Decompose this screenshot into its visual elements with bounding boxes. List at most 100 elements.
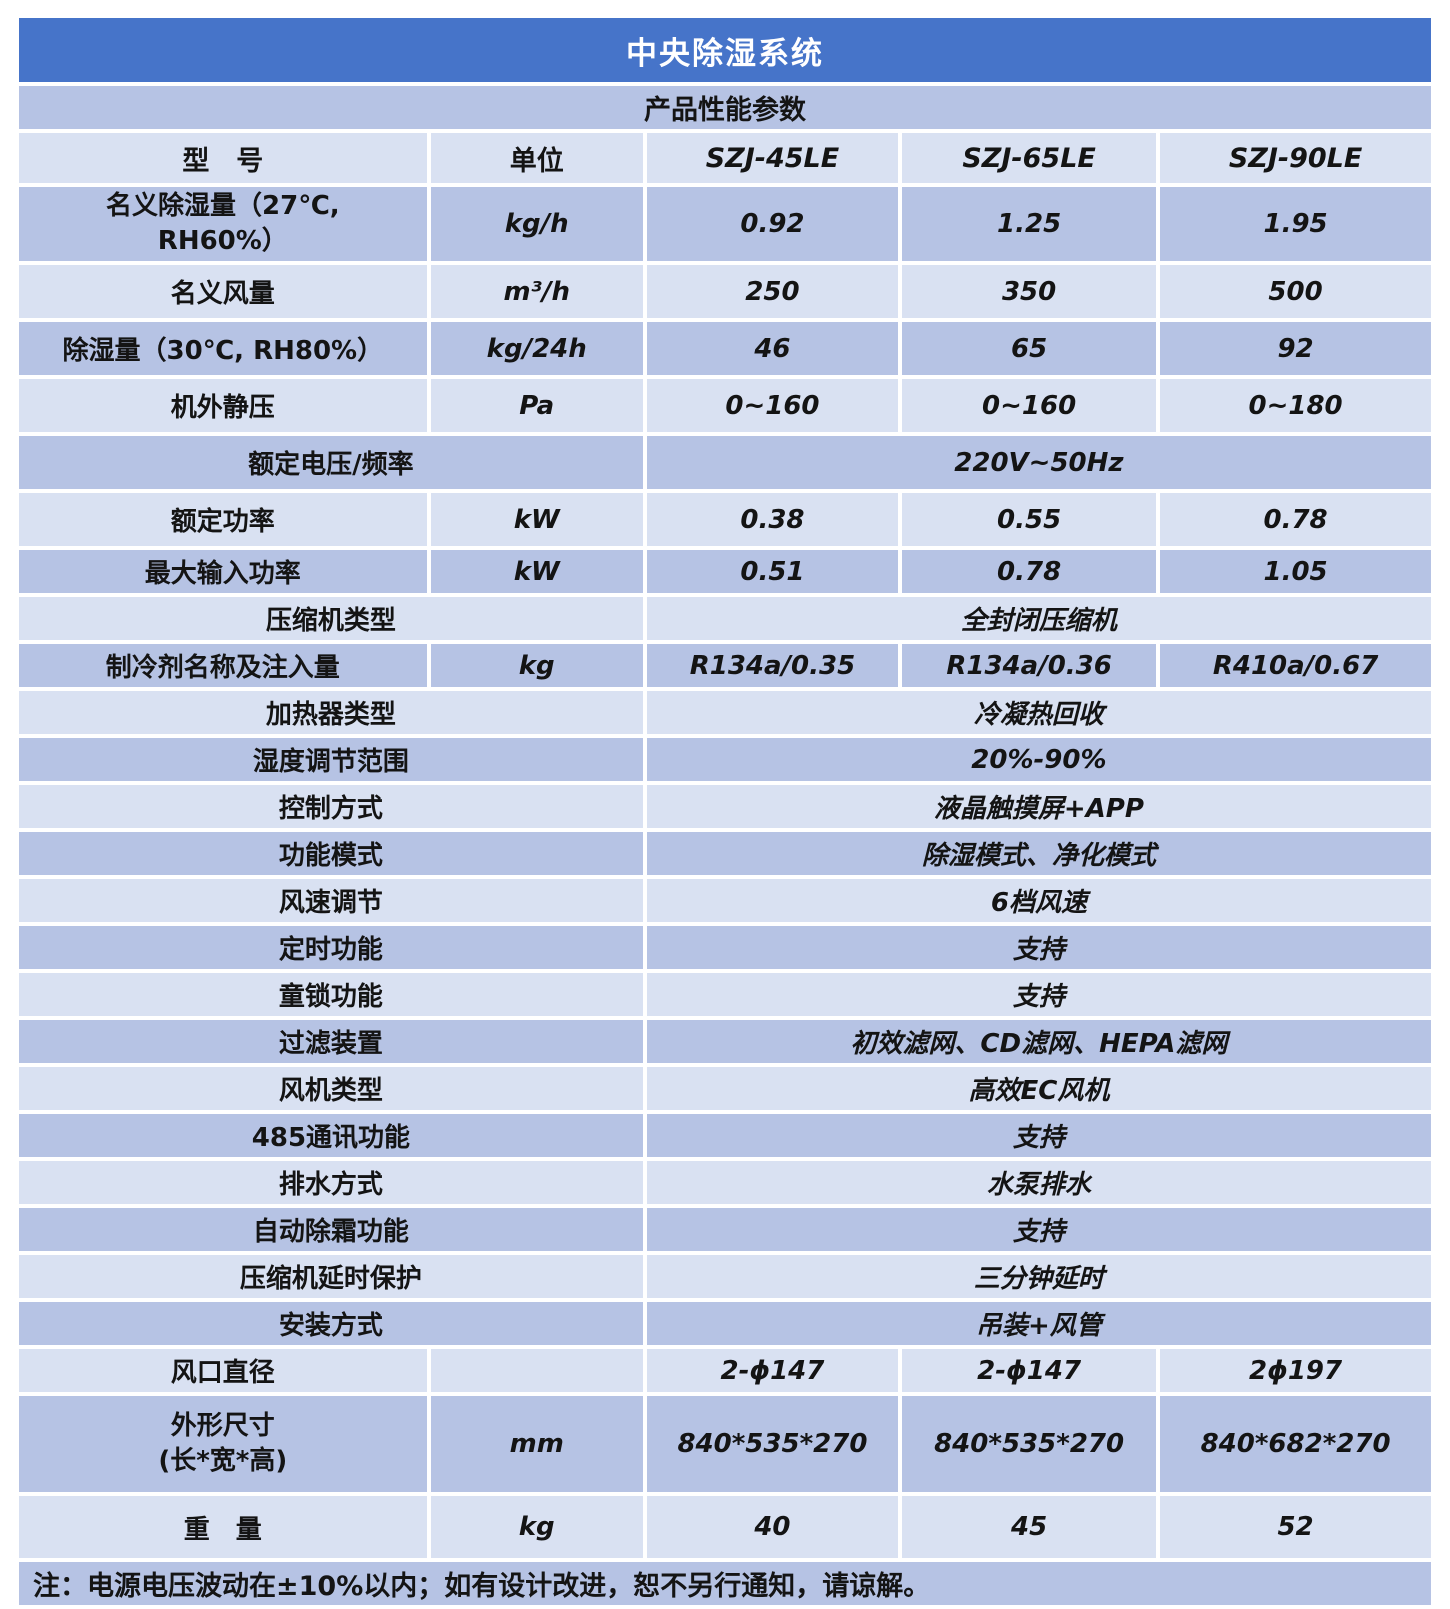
row-label: 名义风量 (19, 265, 427, 319)
row-value: 6档风速 (646, 879, 1431, 923)
row-unit: Pa (430, 379, 643, 433)
row-value: 0~160 (646, 379, 899, 433)
row-label: 机外静压 (19, 379, 427, 433)
row-label: 风速调节 (19, 879, 643, 923)
row-value: 初效滤网、CD滤网、HEPA滤网 (646, 1020, 1431, 1064)
row-value: 0.38 (646, 493, 899, 547)
row-label: 压缩机延时保护 (19, 1255, 643, 1299)
row-drainage-method: 排水方式 水泵排水 (19, 1161, 1431, 1205)
row-duct-diameter: 风口直径 2-ϕ147 2-ϕ147 2ϕ197 (19, 1349, 1431, 1393)
subtitle-row: 产品性能参数 (19, 86, 1431, 129)
row-label: 控制方式 (19, 785, 643, 829)
row-label: 湿度调节范围 (19, 738, 643, 782)
row-label: 最大输入功率 (19, 550, 427, 594)
row-value: R134a/0.35 (646, 644, 899, 688)
row-label: 排水方式 (19, 1161, 643, 1205)
header-model-szj65le: SZJ-65LE (902, 133, 1157, 183)
row-value: 0.55 (902, 493, 1157, 547)
row-value: 0.92 (646, 187, 899, 262)
row-value: 1.25 (902, 187, 1157, 262)
row-value: 350 (902, 265, 1157, 319)
row-value: 0.78 (1160, 493, 1431, 547)
row-value: 水泵排水 (646, 1161, 1431, 1205)
row-value: 46 (646, 322, 899, 376)
row-installation: 安装方式 吊装+风管 (19, 1302, 1431, 1346)
row-humidity-range: 湿度调节范围 20%-90% (19, 738, 1431, 782)
row-weight: 重 量 kg 40 45 52 (19, 1496, 1431, 1559)
row-value: 1.95 (1160, 187, 1431, 262)
row-unit: kW (430, 493, 643, 547)
row-rated-power: 额定功率 kW 0.38 0.55 0.78 (19, 493, 1431, 547)
header-row: 型 号 单位 SZJ-45LE SZJ-65LE SZJ-90LE (19, 133, 1431, 183)
row-value: 支持 (646, 926, 1431, 970)
title-row: 中央除湿系统 (19, 18, 1431, 82)
row-unit: m³/h (430, 265, 643, 319)
row-label: 额定功率 (19, 493, 427, 547)
row-value: 2-ϕ147 (902, 1349, 1157, 1393)
row-value: 1.05 (1160, 550, 1431, 594)
row-unit: kW (430, 550, 643, 594)
row-function-modes: 功能模式 除湿模式、净化模式 (19, 832, 1431, 876)
row-timer-function: 定时功能 支持 (19, 926, 1431, 970)
row-label: 风机类型 (19, 1067, 643, 1111)
row-control-method: 控制方式 液晶触摸屏+APP (19, 785, 1431, 829)
row-label: 风口直径 (19, 1349, 427, 1393)
row-unit: kg/h (430, 187, 643, 262)
row-value: 高效EC风机 (646, 1067, 1431, 1111)
row-value: 除湿模式、净化模式 (646, 832, 1431, 876)
row-compressor-type: 压缩机类型 全封闭压缩机 (19, 597, 1431, 641)
row-label: 重 量 (19, 1496, 427, 1559)
row-value: 500 (1160, 265, 1431, 319)
row-485-communication: 485通讯功能 支持 (19, 1114, 1431, 1158)
row-unit (430, 1349, 643, 1393)
row-label: 功能模式 (19, 832, 643, 876)
row-value: 65 (902, 322, 1157, 376)
row-value: 52 (1160, 1496, 1431, 1559)
row-label: 加热器类型 (19, 691, 643, 735)
header-model-szj45le: SZJ-45LE (646, 133, 899, 183)
row-value: 40 (646, 1496, 899, 1559)
row-label: 485通讯功能 (19, 1114, 643, 1158)
section-subtitle: 产品性能参数 (19, 86, 1431, 129)
header-model-szj90le: SZJ-90LE (1160, 133, 1431, 183)
row-max-input-power: 最大输入功率 kW 0.51 0.78 1.05 (19, 550, 1431, 594)
row-filter-device: 过滤装置 初效滤网、CD滤网、HEPA滤网 (19, 1020, 1431, 1064)
header-unit-label: 单位 (430, 133, 643, 183)
row-fan-type: 风机类型 高效EC风机 (19, 1067, 1431, 1111)
row-compressor-delay: 压缩机延时保护 三分钟延时 (19, 1255, 1431, 1299)
row-unit: kg/24h (430, 322, 643, 376)
spec-table: 中央除湿系统 产品性能参数 型 号 单位 SZJ-45LE SZJ-65LE S… (15, 14, 1435, 1609)
page-title: 中央除湿系统 (19, 18, 1431, 82)
row-value: 0~160 (902, 379, 1157, 433)
row-label: 定时功能 (19, 926, 643, 970)
row-value: 0.78 (902, 550, 1157, 594)
row-value: 0~180 (1160, 379, 1431, 433)
row-value: 20%-90% (646, 738, 1431, 782)
row-nominal-airflow: 名义风量 m³/h 250 350 500 (19, 265, 1431, 319)
row-label: 安装方式 (19, 1302, 643, 1346)
row-value: 2ϕ197 (1160, 1349, 1431, 1393)
row-refrigerant: 制冷剂名称及注入量 kg R134a/0.35 R134a/0.36 R410a… (19, 644, 1431, 688)
row-value: 840*535*270 (902, 1396, 1157, 1493)
row-label: 压缩机类型 (19, 597, 643, 641)
row-value: 全封闭压缩机 (646, 597, 1431, 641)
row-rated-voltage: 额定电压/频率 220V~50Hz (19, 436, 1431, 490)
row-label: 名义除湿量（27℃, RH60%） (19, 187, 427, 262)
row-value: 支持 (646, 1114, 1431, 1158)
row-child-lock: 童锁功能 支持 (19, 973, 1431, 1017)
row-auto-defrost: 自动除霜功能 支持 (19, 1208, 1431, 1252)
row-dimensions: 外形尺寸 (长*宽*高) mm 840*535*270 840*535*270 … (19, 1396, 1431, 1493)
row-value: 液晶触摸屏+APP (646, 785, 1431, 829)
row-value: 840*535*270 (646, 1396, 899, 1493)
row-label: 童锁功能 (19, 973, 643, 1017)
row-value: 0.51 (646, 550, 899, 594)
row-value: 支持 (646, 973, 1431, 1017)
row-label: 过滤装置 (19, 1020, 643, 1064)
row-unit: kg (430, 644, 643, 688)
footnote-text: 注：电源电压波动在±10%以内；如有设计改进，恕不另行通知，请谅解。 (19, 1562, 1431, 1606)
row-value: 冷凝热回收 (646, 691, 1431, 735)
row-nominal-dehumidification: 名义除湿量（27℃, RH60%） kg/h 0.92 1.25 1.95 (19, 187, 1431, 262)
header-model-label: 型 号 (19, 133, 427, 183)
row-value: 三分钟延时 (646, 1255, 1431, 1299)
